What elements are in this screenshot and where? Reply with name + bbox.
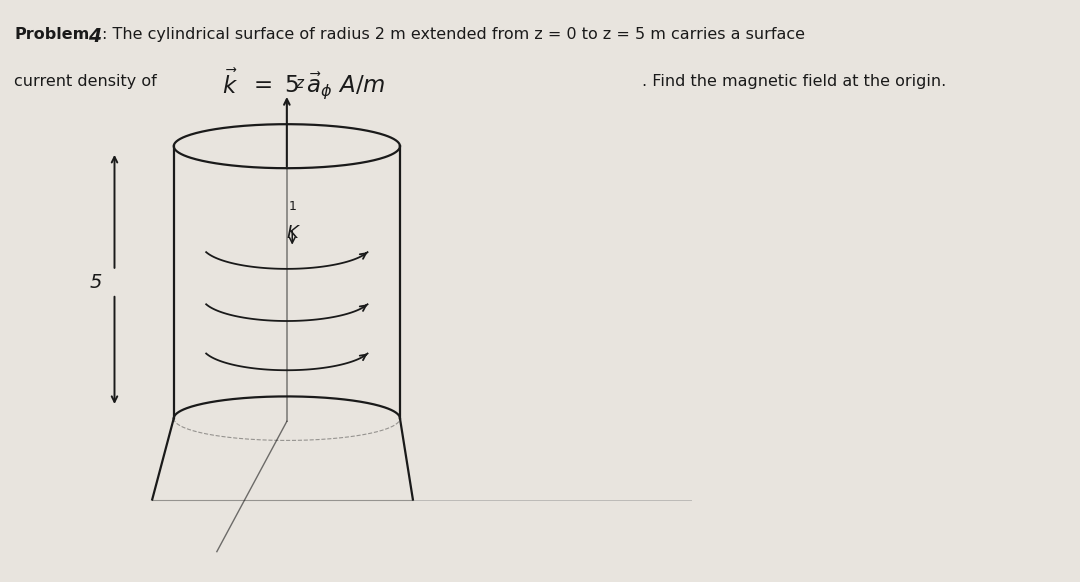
Text: Problem: Problem — [14, 27, 90, 42]
Text: 4: 4 — [87, 27, 100, 47]
Text: : The cylindrical surface of radius 2 m extended from z = 0 to z = 5 m carries a: : The cylindrical surface of radius 2 m … — [102, 27, 805, 42]
Text: current density of: current density of — [14, 74, 157, 89]
Text: 5: 5 — [90, 273, 102, 292]
Text: z: z — [296, 76, 303, 91]
Text: $= \ 5 \ \vec{a}_\phi \ A/m$: $= \ 5 \ \vec{a}_\phi \ A/m$ — [249, 70, 386, 101]
Text: . Find the magnetic field at the origin.: . Find the magnetic field at the origin. — [643, 74, 946, 89]
Text: K: K — [286, 225, 298, 242]
Text: $\vec{k}$: $\vec{k}$ — [222, 70, 239, 99]
Text: 1: 1 — [288, 200, 296, 213]
